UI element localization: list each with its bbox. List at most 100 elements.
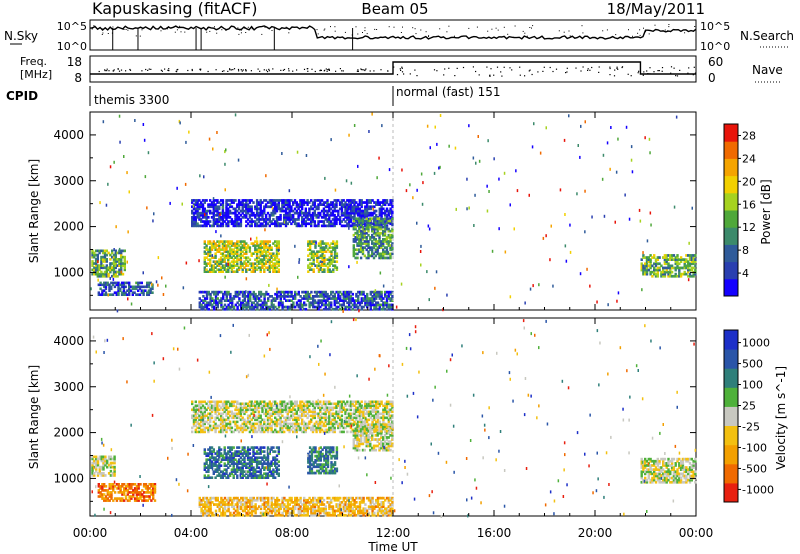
echo-cell	[236, 416, 239, 420]
echo-cell	[389, 222, 392, 226]
echo-cell	[248, 474, 252, 477]
echo-cell	[98, 268, 101, 272]
echo-cell	[378, 207, 381, 211]
echo-cell	[194, 222, 197, 226]
echo-cell	[214, 428, 217, 432]
echo-cell	[268, 408, 271, 412]
echo-cell	[257, 266, 261, 269]
echo-cell	[137, 281, 140, 285]
echo-cell	[209, 292, 212, 296]
echo-cell	[391, 248, 394, 252]
echo-cell	[214, 209, 217, 213]
nave-dot	[524, 75, 526, 77]
echo-cell	[117, 485, 120, 488]
echo-cell	[207, 464, 210, 467]
echo-cell	[236, 205, 239, 209]
echo-cell	[320, 262, 323, 266]
echo-cell	[387, 250, 389, 254]
echo-cell	[241, 270, 244, 273]
echo-cell	[333, 454, 337, 458]
echo-cell	[311, 216, 315, 219]
echo-cell	[367, 219, 370, 223]
echo-cell	[358, 240, 361, 243]
echo-cell	[216, 260, 219, 263]
echo-cell	[239, 460, 243, 463]
echo-cell	[203, 246, 206, 249]
echo-cell	[283, 213, 286, 217]
echo-cell	[355, 207, 358, 211]
echo-cell	[667, 264, 670, 268]
echo-cell	[322, 201, 326, 204]
echo-cell	[649, 151, 651, 155]
echo-cell	[257, 448, 261, 451]
echo-cell	[219, 460, 223, 463]
echo-cell	[105, 274, 108, 278]
echo-cell	[654, 268, 658, 272]
echo-cell	[99, 485, 102, 488]
echo-cell	[279, 297, 282, 300]
echo-cell	[389, 307, 392, 311]
echo-cell	[376, 227, 379, 231]
echo-cell	[315, 290, 318, 294]
echo-cell	[128, 287, 131, 291]
echo-cell	[216, 290, 219, 294]
echo-cell	[192, 222, 196, 226]
echo-cell	[212, 260, 215, 263]
echo-cell	[225, 422, 228, 426]
echo-cell	[662, 256, 665, 259]
echo-cell	[694, 258, 697, 261]
echo-cell	[211, 290, 214, 294]
echo-cell	[192, 424, 196, 428]
echo-cell	[286, 216, 289, 219]
echo-cell	[644, 136, 646, 140]
echo-cell	[353, 216, 356, 219]
echo-cell	[148, 487, 151, 490]
echo-cell	[111, 461, 114, 465]
echo-cell	[228, 456, 232, 459]
echo-cell	[374, 240, 377, 243]
echo-cell	[252, 428, 255, 432]
echo-cell	[103, 270, 107, 274]
echo-cell	[214, 468, 217, 471]
echo-cell	[326, 446, 330, 449]
echo-cell	[144, 487, 148, 490]
echo-cell	[301, 305, 304, 309]
nsearch-dot	[107, 33, 109, 34]
echo-cell	[330, 446, 333, 449]
echo-cell	[308, 268, 312, 271]
echo-cell	[216, 264, 219, 267]
echo-cell	[389, 219, 392, 223]
echo-cell	[383, 225, 387, 229]
echo-cell	[130, 302, 133, 306]
echo-cell	[308, 301, 311, 305]
echo-cell	[200, 416, 203, 420]
nave-dot	[241, 70, 243, 72]
nave-dot	[591, 66, 593, 69]
echo-cell	[387, 244, 390, 247]
echo-cell	[207, 466, 210, 469]
echo-cell	[264, 456, 268, 459]
echo-cell	[200, 400, 203, 404]
echo-cell	[200, 418, 203, 422]
echo-cell	[223, 400, 226, 404]
echo-cell	[357, 305, 360, 309]
echo-cell	[105, 272, 108, 276]
echo-cell	[254, 430, 257, 434]
echo-cell	[254, 266, 257, 269]
echo-cell	[274, 305, 277, 309]
echo-cell	[126, 171, 128, 175]
echo-cell	[191, 222, 194, 226]
echo-cell	[111, 281, 115, 285]
echo-cell	[335, 216, 338, 219]
echo-cell	[263, 462, 266, 465]
echo-cell	[118, 260, 121, 263]
echo-cell	[228, 474, 232, 477]
echo-cell	[207, 430, 210, 434]
echo-cell	[326, 258, 330, 261]
echo-cell	[333, 220, 336, 223]
echo-cell	[214, 424, 217, 428]
echo-cell	[324, 299, 327, 302]
echo-cell	[101, 483, 104, 486]
echo-cell	[361, 217, 365, 221]
echo-cell	[205, 408, 208, 412]
